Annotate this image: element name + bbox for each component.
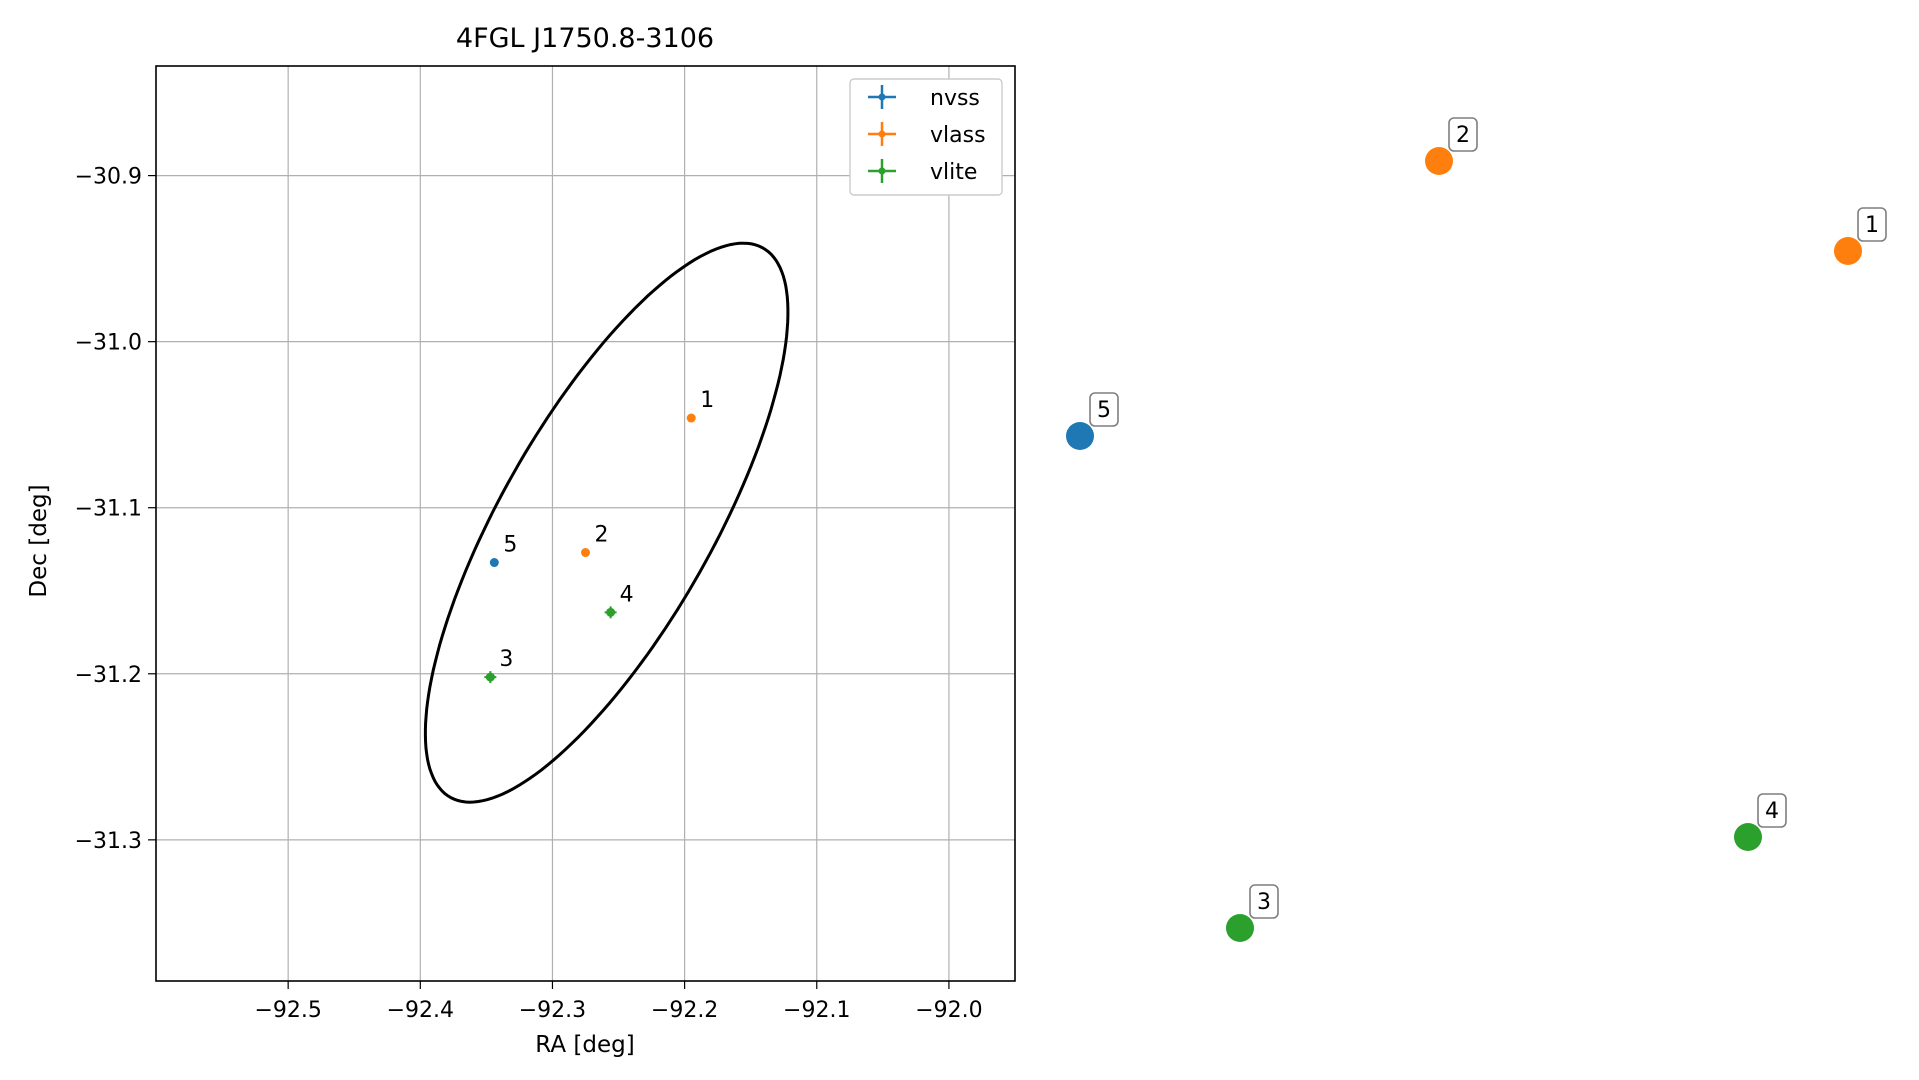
- plot-frame: [155, 65, 1016, 982]
- x-tick-label: −92.3: [519, 998, 586, 1023]
- marker-label: 2: [1456, 123, 1470, 148]
- x-axis-label: RA [deg]: [535, 1032, 634, 1058]
- legend-label: nvss: [930, 86, 980, 111]
- legend-marker-dot: [878, 167, 886, 175]
- error-ellipse: [423, 241, 790, 804]
- y-tick-label: −31.2: [75, 663, 142, 688]
- data-point: [485, 672, 495, 682]
- point-label: 3: [499, 647, 513, 672]
- y-tick-label: −31.1: [75, 497, 142, 522]
- x-tick-label: −92.1: [783, 998, 850, 1023]
- marker-label-box: [1089, 392, 1119, 427]
- marker-label-box: [1249, 884, 1279, 919]
- x-tick-label: −92.5: [254, 998, 321, 1023]
- marker-dot: [1734, 823, 1762, 851]
- marker-label: 3: [1257, 890, 1271, 915]
- marker-panel: 2 1 5 4 3: [1066, 117, 1887, 942]
- legend-label: vlass: [930, 123, 986, 148]
- x-tick-label: −92.2: [651, 998, 718, 1023]
- marker-label-box: [1757, 793, 1787, 828]
- chart-title: 4FGL J1750.8-3106: [456, 23, 714, 54]
- marker-label: 4: [1765, 799, 1779, 824]
- point-label: 2: [595, 523, 609, 548]
- data-point: [606, 607, 616, 617]
- marker-dot: [1425, 147, 1453, 175]
- point-label: 4: [620, 582, 634, 607]
- legend-marker-dot: [878, 93, 886, 101]
- point-label: 1: [700, 388, 714, 413]
- x-tick-label: −92.0: [915, 998, 982, 1023]
- data-point: [489, 558, 499, 568]
- marker-label-box: [1448, 117, 1478, 152]
- legend-marker-dot: [878, 130, 886, 138]
- marker-dot: [1834, 237, 1862, 265]
- point-label: 5: [503, 533, 517, 558]
- data-point: [581, 548, 590, 558]
- marker-label: 1: [1865, 213, 1879, 238]
- y-axis-ticks: −30.9 −31.0 −31.1 −31.2 −31.3: [75, 165, 156, 854]
- legend-label: vlite: [930, 160, 977, 185]
- marker-dot: [1066, 422, 1094, 450]
- data-point: [686, 413, 696, 423]
- x-axis-ticks: −92.5 −92.4 −92.3 −92.2 −92.1 −92.0: [254, 981, 983, 1023]
- y-tick-label: −31.3: [75, 829, 142, 854]
- x-tick-label: −92.4: [387, 998, 454, 1023]
- y-axis-label: Dec [deg]: [26, 484, 52, 597]
- y-tick-label: −30.9: [75, 165, 142, 190]
- marker-label: 5: [1097, 398, 1111, 423]
- legend: nvss vlass vlite: [849, 78, 1003, 196]
- legend-box: [849, 78, 1003, 196]
- grid-lines: [156, 66, 1015, 981]
- ellipse-layer: [423, 241, 790, 804]
- y-tick-label: −31.0: [75, 331, 142, 356]
- marker-label-box: [1857, 207, 1887, 242]
- data-points: 5 1 2 3 4: [484, 388, 714, 684]
- marker-dot: [1226, 914, 1254, 942]
